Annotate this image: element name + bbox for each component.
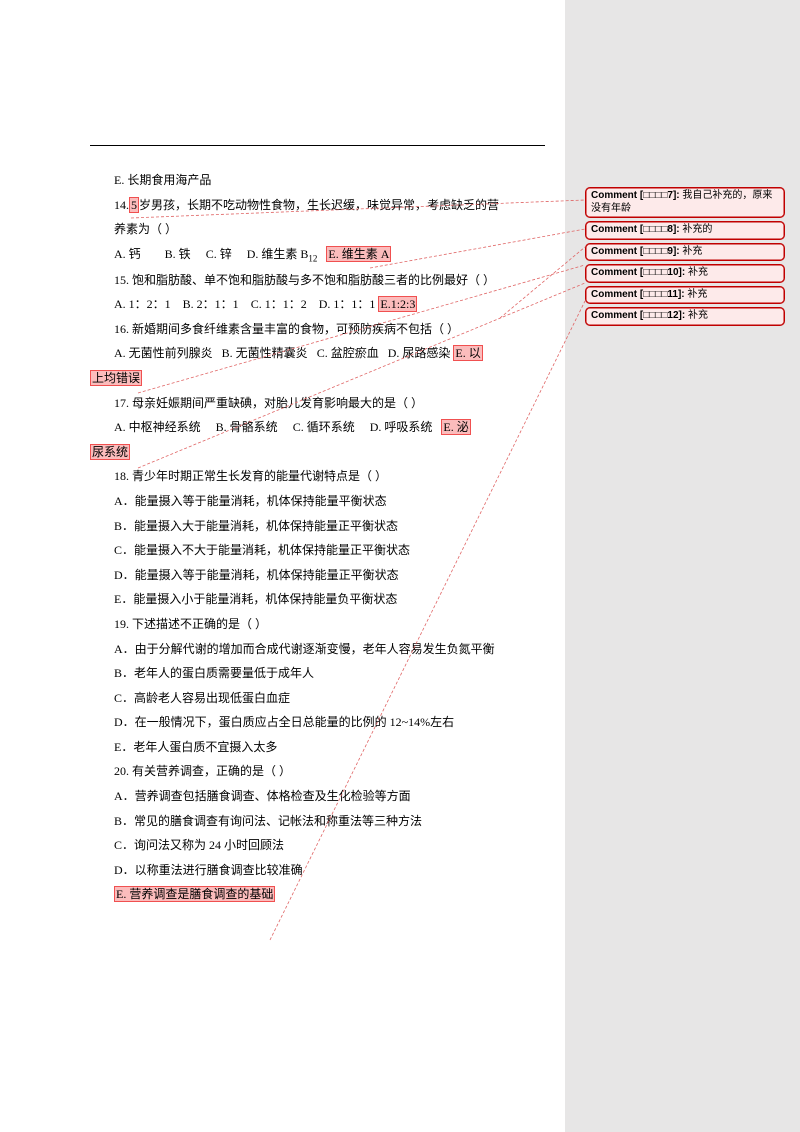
- q15-option-d: D. 1：1：1: [319, 297, 376, 311]
- q14-number: 14.: [114, 198, 129, 212]
- comments-pane: Comment [□□□□7]: 我自己补充的，原来没有年龄 Comment […: [585, 187, 785, 329]
- q17-options-line1: A. 中枢神经系统 B. 骨骼系统 C. 循环系统 D. 呼吸系统 E. 泌: [90, 415, 550, 440]
- q20-stem: 20. 有关营养调查，正确的是（ ）: [90, 759, 550, 784]
- q20-option-b: B．常见的膳食调查有询问法、记帐法和称重法等三种方法: [90, 809, 550, 834]
- q16-option-c: C. 盆腔瘀血: [317, 346, 379, 360]
- q19-stem: 19. 下述描述不正确的是（ ）: [90, 612, 550, 637]
- q20-option-e: E. 营养调查是膳食调查的基础: [90, 882, 550, 907]
- q16-option-b: B. 无菌性精囊炎: [222, 346, 308, 360]
- top-rule: [90, 145, 545, 146]
- comment-10[interactable]: Comment [□□□□10]: 补充: [585, 264, 785, 283]
- comment-12-label: Comment [□□□□12]:: [591, 310, 685, 321]
- comment-12-text: 补充: [685, 310, 708, 321]
- q15-option-c: C. 1：1：2: [251, 297, 307, 311]
- q13-option-e: E. 长期食用海产品: [90, 168, 550, 193]
- q14-highlight-option-e: E. 维生素 A: [326, 246, 391, 262]
- q19-option-e: E．老年人蛋白质不宜摄入太多: [90, 735, 550, 760]
- q18-option-e: E．能量摄入小于能量消耗，机体保持能量负平衡状态: [90, 587, 550, 612]
- q16-stem: 16. 新婚期间多食纤维素含量丰富的食物，可预防疾病不包括（ ）: [90, 317, 550, 342]
- q15-highlight-option-e: E.1:2:3: [378, 296, 417, 312]
- q14-option-a: A. 钙: [114, 247, 141, 261]
- q16-option-d: D. 尿路感染: [388, 346, 451, 360]
- q18-option-a: A．能量摄入等于能量消耗，机体保持能量平衡状态: [90, 489, 550, 514]
- q17-option-c: C. 循环系统: [293, 420, 355, 434]
- comment-7[interactable]: Comment [□□□□7]: 我自己补充的，原来没有年龄: [585, 187, 785, 218]
- q16-highlight-option-e-part2: 上均错误: [90, 370, 142, 386]
- q15-stem: 15. 饱和脂肪酸、单不饱和脂肪酸与多不饱和脂肪酸三者的比例最好（ ）: [90, 268, 550, 293]
- q20-option-a: A．营养调查包括膳食调查、体格检查及生化检验等方面: [90, 784, 550, 809]
- q14-stem-line1: 14.5岁男孩，长期不吃动物性食物，生长迟缓，味觉异常，考虑缺乏的营: [90, 193, 550, 218]
- comment-7-label: Comment [□□□□7]:: [591, 190, 680, 201]
- q16-options-line1: A. 无菌性前列腺炎 B. 无菌性精囊炎 C. 盆腔瘀血 D. 尿路感染 E. …: [90, 341, 550, 366]
- q16-option-a: A. 无菌性前列腺炎: [114, 346, 213, 360]
- q17-highlight-option-e-part2: 尿系统: [90, 444, 130, 460]
- q17-option-d: D. 呼吸系统: [370, 420, 433, 434]
- q19-option-a: A．由于分解代谢的增加而合成代谢逐渐变慢，老年人容易发生负氮平衡: [90, 637, 550, 662]
- q14-option-c: C. 锌: [206, 247, 232, 261]
- comment-10-label: Comment [□□□□10]:: [591, 267, 685, 278]
- comment-8-label: Comment [□□□□8]:: [591, 224, 680, 235]
- q18-option-d: D．能量摄入等于能量消耗，机体保持能量正平衡状态: [90, 563, 550, 588]
- q14-option-d: D. 维生素 B12: [247, 247, 318, 261]
- q17-stem: 17. 母亲妊娠期间严重缺碘，对胎儿发育影响最大的是（ ）: [90, 391, 550, 416]
- comment-8[interactable]: Comment [□□□□8]: 补充的: [585, 221, 785, 240]
- comment-12[interactable]: Comment [□□□□12]: 补充: [585, 307, 785, 326]
- comment-11[interactable]: Comment [□□□□11]: 补充: [585, 286, 785, 305]
- q15-option-a: A. 1：2：1: [114, 297, 171, 311]
- comment-9-label: Comment [□□□□9]:: [591, 246, 680, 257]
- q14-options: A. 钙 B. 铁 C. 锌 D. 维生素 B12 E. 维生素 A: [90, 242, 550, 268]
- comment-9[interactable]: Comment [□□□□9]: 补充: [585, 243, 785, 262]
- q19-option-b: B．老年人的蛋白质需要量低于成年人: [90, 661, 550, 686]
- comment-10-text: 补充: [685, 267, 708, 278]
- comment-9-text: 补充: [680, 246, 703, 257]
- review-pane: [565, 0, 800, 1132]
- q14-stem-line2: 养素为（ ）: [90, 217, 550, 242]
- q15-options: A. 1：2：1 B. 2：1：1 C. 1：1：2 D. 1：1：1 E.1:…: [90, 292, 550, 317]
- q17-highlight-option-e-part1: E. 泌: [441, 419, 470, 435]
- q18-stem: 18. 青少年时期正常生长发育的能量代谢特点是（ ）: [90, 464, 550, 489]
- q15-option-b: B. 2：1：1: [183, 297, 239, 311]
- q18-option-b: B．能量摄入大于能量消耗，机体保持能量正平衡状态: [90, 514, 550, 539]
- q20-option-c: C．询问法又称为 24 小时回顾法: [90, 833, 550, 858]
- q14-option-b: B. 铁: [165, 247, 191, 261]
- q19-option-d: D．在一般情况下，蛋白质应占全日总能量的比例的 12~14%左右: [90, 710, 550, 735]
- q17-option-a: A. 中枢神经系统: [114, 420, 201, 434]
- comment-11-text: 补充: [685, 289, 708, 300]
- document-content: E. 长期食用海产品 14.5岁男孩，长期不吃动物性食物，生长迟缓，味觉异常，考…: [90, 145, 550, 907]
- q17-option-b: B. 骨骼系统: [216, 420, 278, 434]
- q16-options-line2: 上均错误: [90, 366, 550, 391]
- comment-11-label: Comment [□□□□11]:: [591, 289, 685, 300]
- q20-highlight-option-e: E. 营养调查是膳食调查的基础: [114, 886, 275, 902]
- q16-highlight-option-e-part1: E. 以: [453, 345, 482, 361]
- q18-option-c: C．能量摄入不大于能量消耗，机体保持能量正平衡状态: [90, 538, 550, 563]
- q17-options-line2: 尿系统: [90, 440, 550, 465]
- comment-8-text: 补充的: [680, 224, 713, 235]
- q14-highlight-age: 5: [129, 197, 139, 213]
- q20-option-d: D．以称重法进行膳食调查比较准确: [90, 858, 550, 883]
- q19-option-c: C．高龄老人容易出现低蛋白血症: [90, 686, 550, 711]
- q14-stem-text: 岁男孩，长期不吃动物性食物，生长迟缓，味觉异常，考虑缺乏的营: [139, 198, 499, 212]
